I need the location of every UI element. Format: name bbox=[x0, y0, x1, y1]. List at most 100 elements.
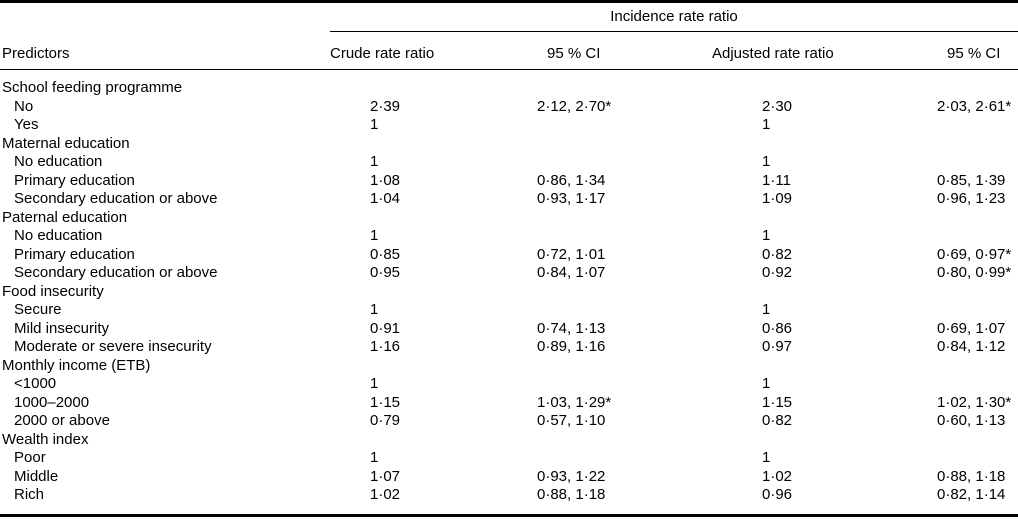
predictor-group-label: Paternal education bbox=[2, 208, 128, 226]
crude-rate-ratio-value: 1·08 bbox=[370, 171, 401, 189]
predictor-label: Yes bbox=[14, 116, 39, 134]
adjusted-rate-ratio-value: 0·96 bbox=[762, 486, 793, 504]
table-row: Yes 1 1 bbox=[0, 116, 1018, 135]
table-row: Poor 1 1 bbox=[0, 449, 1018, 468]
table-row: Middle 1·07 0·93, 1·22 1·02 0·88, 1·18 bbox=[0, 467, 1018, 486]
predictor-group-row: School feeding programme bbox=[0, 79, 1018, 98]
predictor-label: Primary education bbox=[14, 245, 135, 263]
predictor-label: Secure bbox=[14, 301, 62, 319]
predictor-label: No bbox=[14, 97, 34, 115]
adjusted-ci-value: 0·96, 1·23 bbox=[937, 190, 1006, 208]
adjusted-ci-value: 0·88, 1·18 bbox=[937, 467, 1006, 485]
adjusted-rate-ratio-value: 1 bbox=[762, 227, 771, 245]
crude-rate-ratio-value: 1 bbox=[370, 116, 379, 134]
spanner-header: Incidence rate ratio bbox=[610, 8, 738, 25]
adjusted-rate-ratio-value: 1·11 bbox=[762, 171, 791, 189]
predictor-label: Secondary education or above bbox=[14, 264, 218, 282]
table-row: Mild insecurity 0·91 0·74, 1·13 0·86 0·69, 1… bbox=[0, 319, 1018, 338]
predictor-label: Middle bbox=[14, 467, 59, 485]
predictor-group-row: Food insecurity bbox=[0, 282, 1018, 301]
adjusted-rate-ratio-value: 0·92 bbox=[762, 264, 793, 282]
top-rule bbox=[0, 0, 1018, 3]
column-header-predictors: Predictors bbox=[2, 44, 70, 62]
table-row: No 2·39 2·12, 2·70* 2·30 2·03, 2·61* bbox=[0, 97, 1018, 116]
adjusted-ci-value: 1·02, 1·30* bbox=[937, 393, 1012, 411]
table-row: Secure 1 1 bbox=[0, 301, 1018, 320]
crude-rate-ratio-value: 1·16 bbox=[370, 338, 401, 356]
predictor-label: 1000–2000 bbox=[14, 393, 90, 411]
column-header-adjusted-ci: 95 % CI bbox=[947, 44, 1001, 62]
crude-ci-value: 0·88, 1·18 bbox=[537, 486, 606, 504]
adjusted-ci-value: 0·80, 0·99* bbox=[937, 264, 1012, 282]
crude-ci-value: 1·03, 1·29* bbox=[537, 393, 612, 411]
predictor-label: Secondary education or above bbox=[14, 190, 218, 208]
crude-ci-value: 0·57, 1·10 bbox=[537, 412, 606, 430]
spanner-row: Incidence rate ratio bbox=[0, 3, 1018, 32]
predictor-group-label: Maternal education bbox=[2, 134, 130, 152]
predictor-group-label: Food insecurity bbox=[2, 282, 104, 300]
crude-rate-ratio-value: 1 bbox=[370, 449, 379, 467]
adjusted-rate-ratio-value: 0·82 bbox=[762, 412, 793, 430]
predictor-label: Rich bbox=[14, 486, 45, 504]
column-header-row: Predictors Crude rate ratio 95 % CI Adju… bbox=[0, 32, 1018, 70]
bottom-rule bbox=[0, 514, 1018, 517]
crude-rate-ratio-value: 1·15 bbox=[370, 393, 401, 411]
column-header-adjusted-rate-ratio: Adjusted rate ratio bbox=[712, 44, 834, 62]
predictor-label: No education bbox=[14, 153, 103, 171]
predictor-label: Moderate or severe insecurity bbox=[14, 338, 212, 356]
adjusted-rate-ratio-value: 1 bbox=[762, 116, 771, 134]
crude-ci-value: 0·86, 1·34 bbox=[537, 171, 606, 189]
adjusted-ci-value: 0·82, 1·14 bbox=[937, 486, 1006, 504]
adjusted-rate-ratio-value: 1 bbox=[762, 301, 771, 319]
predictor-label: 2000 or above bbox=[14, 412, 110, 430]
spanner-spacer bbox=[0, 3, 330, 32]
predictor-label: <1000 bbox=[14, 375, 57, 393]
crude-rate-ratio-value: 0·79 bbox=[370, 412, 401, 430]
table-row: Secondary education or above 0·95 0·84, 1·… bbox=[0, 264, 1018, 283]
crude-ci-value: 0·93, 1·17 bbox=[537, 190, 606, 208]
predictor-group-row: Maternal education bbox=[0, 134, 1018, 153]
predictor-label: No education bbox=[14, 227, 103, 245]
predictor-group-label: Wealth index bbox=[2, 430, 89, 448]
column-header-crude-rate-ratio: Crude rate ratio bbox=[330, 44, 435, 62]
predictor-label: Poor bbox=[14, 449, 46, 467]
crude-rate-ratio-value: 1 bbox=[370, 153, 379, 171]
adjusted-ci-value: 2·03, 2·61* bbox=[937, 97, 1012, 115]
table-row: Rich 1·02 0·88, 1·18 0·96 0·82, 1·14 bbox=[0, 486, 1018, 505]
table-row: Moderate or severe insecurity 1·16 0·89, 1… bbox=[0, 338, 1018, 357]
spanner-cell: Incidence rate ratio bbox=[330, 3, 1018, 32]
predictor-group-row: Monthly income (ETB) bbox=[0, 356, 1018, 375]
crude-rate-ratio-value: 1·02 bbox=[370, 486, 401, 504]
predictor-label: Primary education bbox=[14, 171, 135, 189]
table-row: Secondary education or above 1·04 0·93, 1·… bbox=[0, 190, 1018, 209]
crude-ci-value: 0·84, 1·07 bbox=[537, 264, 606, 282]
crude-rate-ratio-value: 0·95 bbox=[370, 264, 401, 282]
crude-ci-value: 0·74, 1·13 bbox=[537, 319, 606, 337]
table-row: No education 1 1 bbox=[0, 153, 1018, 172]
predictor-group-row: Wealth index bbox=[0, 430, 1018, 449]
crude-rate-ratio-value: 0·91 bbox=[370, 319, 401, 337]
adjusted-ci-value: 0·85, 1·39 bbox=[937, 171, 1006, 189]
table-row: <1000 1 1 bbox=[0, 375, 1018, 394]
table-row: 1000–2000 1·15 1·03, 1·29* 1·15 1·02, 1·30* bbox=[0, 393, 1018, 412]
adjusted-rate-ratio-value: 1 bbox=[762, 375, 771, 393]
crude-ci-value: 0·72, 1·01 bbox=[537, 245, 606, 263]
predictor-label: Mild insecurity bbox=[14, 319, 110, 337]
predictor-group-label: School feeding programme bbox=[2, 79, 183, 97]
adjusted-rate-ratio-value: 1 bbox=[762, 153, 771, 171]
crude-rate-ratio-value: 1 bbox=[370, 227, 379, 245]
table-row: No education 1 1 bbox=[0, 227, 1018, 246]
crude-rate-ratio-value: 1 bbox=[370, 301, 379, 319]
table-row: Primary education 1·08 0·86, 1·34 1·11 0·85,… bbox=[0, 171, 1018, 190]
crude-rate-ratio-value: 0·85 bbox=[370, 245, 401, 263]
adjusted-ci-value: 0·69, 0·97* bbox=[937, 245, 1012, 263]
crude-rate-ratio-value: 1·07 bbox=[370, 467, 401, 485]
crude-rate-ratio-value: 1 bbox=[370, 375, 379, 393]
table-row: Primary education 0·85 0·72, 1·01 0·82 0·69,… bbox=[0, 245, 1018, 264]
crude-ci-value: 2·12, 2·70* bbox=[537, 97, 612, 115]
adjusted-rate-ratio-value: 0·97 bbox=[762, 338, 793, 356]
crude-rate-ratio-value: 2·39 bbox=[370, 97, 401, 115]
crude-rate-ratio-value: 1·04 bbox=[370, 190, 401, 208]
adjusted-ci-value: 0·60, 1·13 bbox=[937, 412, 1006, 430]
